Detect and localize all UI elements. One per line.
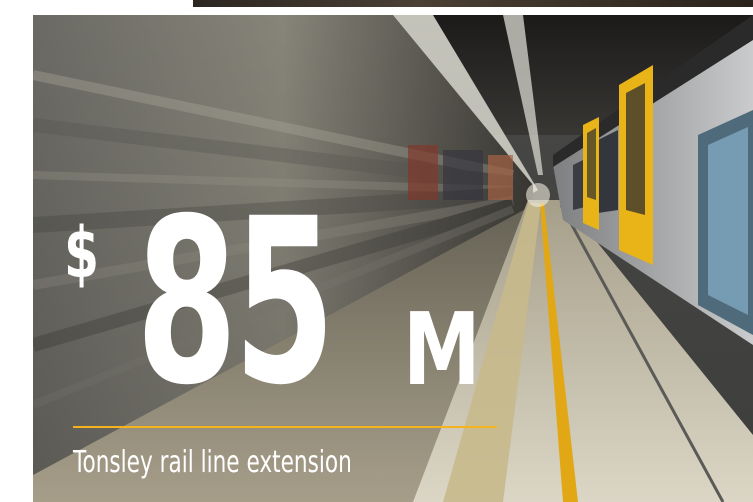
project-caption: Tonsley rail line extension [73, 445, 352, 480]
accent-divider [73, 426, 497, 428]
train-platform-photo [33, 15, 753, 502]
train-platform-illustration [33, 15, 753, 502]
adjacent-photo-edge [193, 0, 753, 7]
